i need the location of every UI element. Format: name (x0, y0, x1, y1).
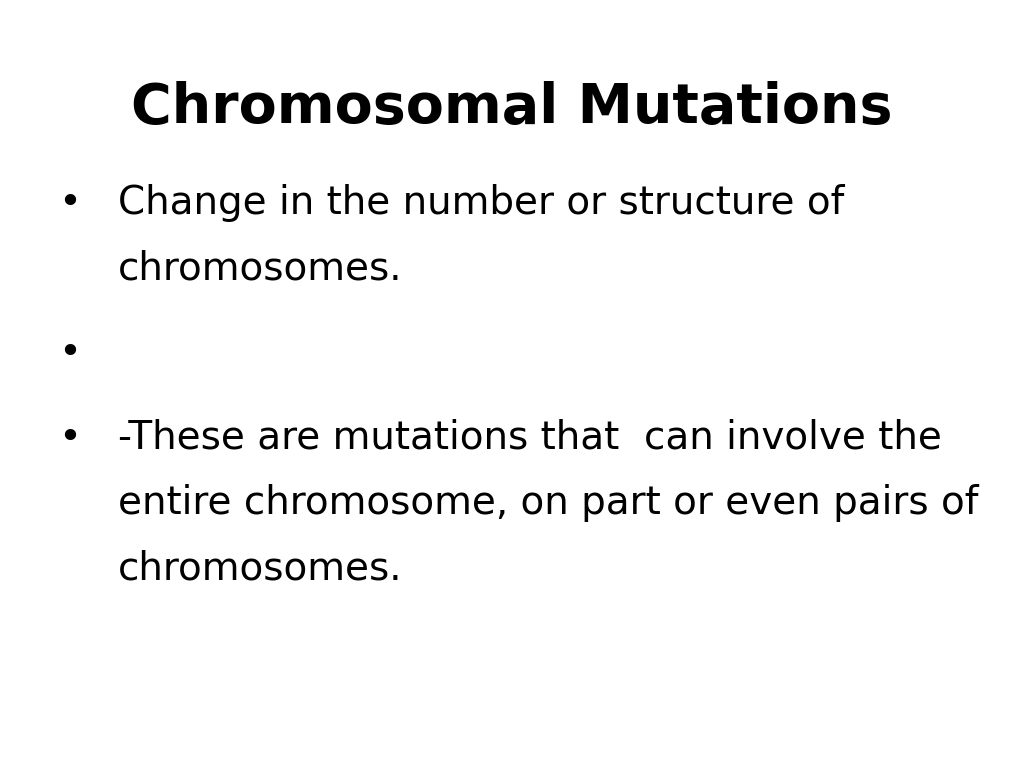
Text: entire chromosome, on part or even pairs of: entire chromosome, on part or even pairs… (118, 484, 978, 521)
Text: Change in the number or structure of: Change in the number or structure of (118, 184, 844, 222)
Text: •: • (58, 184, 81, 222)
Text: •: • (58, 419, 81, 456)
Text: chromosomes.: chromosomes. (118, 549, 402, 587)
Text: chromosomes.: chromosomes. (118, 250, 402, 287)
Text: Chromosomal Mutations: Chromosomal Mutations (131, 81, 893, 134)
Text: -These are mutations that  can involve the: -These are mutations that can involve th… (118, 419, 942, 456)
Text: •: • (58, 334, 81, 372)
